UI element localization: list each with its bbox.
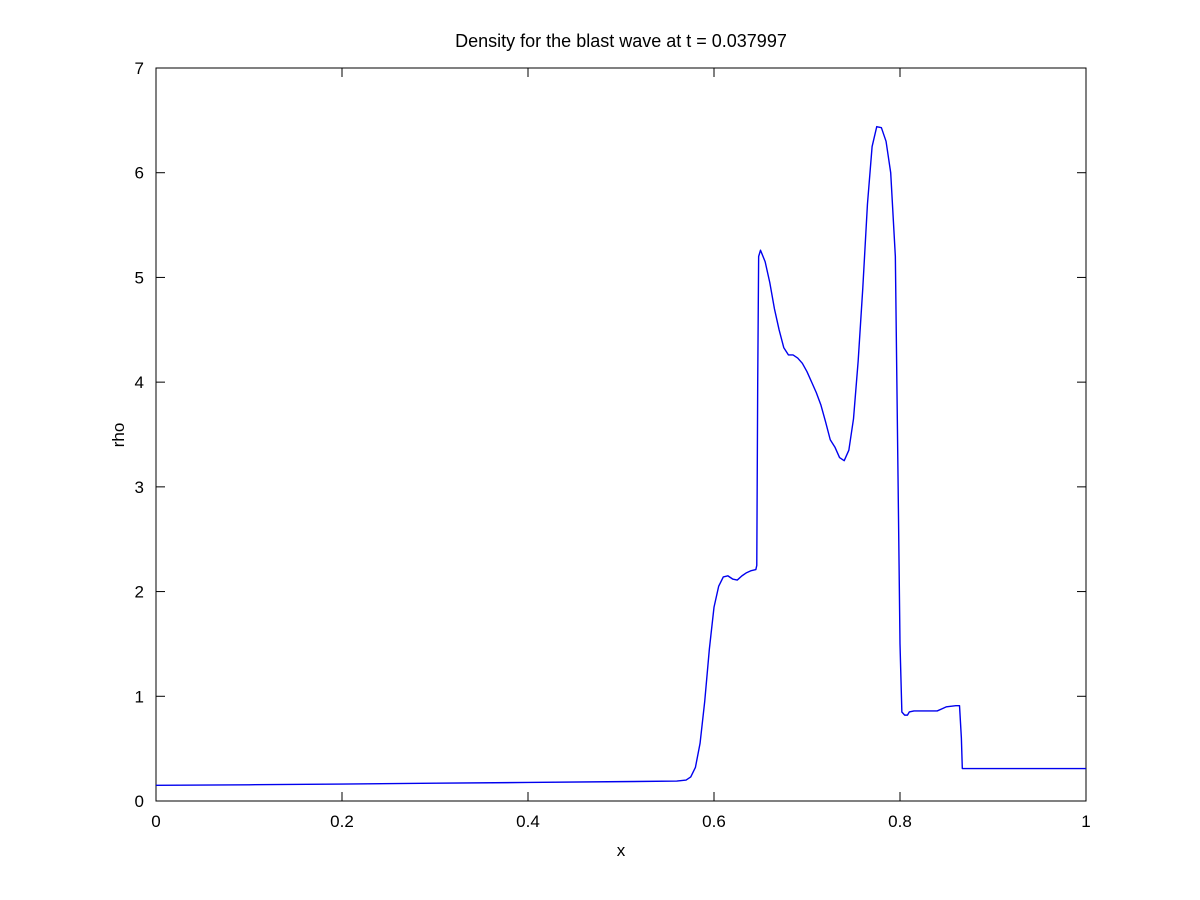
y-tick-label: 7 xyxy=(135,59,144,78)
y-axis: 0 1 2 3 4 5 6 7 xyxy=(135,59,1086,811)
x-axis-label: x xyxy=(617,841,626,860)
y-tick-label: 6 xyxy=(135,164,144,183)
x-tick-label: 0.8 xyxy=(888,812,912,831)
y-tick-label: 1 xyxy=(135,687,144,706)
plot-frame xyxy=(155,67,1087,802)
y-tick-label: 2 xyxy=(135,583,144,602)
y-tick-label: 4 xyxy=(135,373,144,392)
x-tick-label: 0.2 xyxy=(330,812,354,831)
x-tick-label: 0 xyxy=(151,812,160,831)
y-tick-label: 5 xyxy=(135,268,144,287)
y-tick-label: 3 xyxy=(135,478,144,497)
y-tick-label: 0 xyxy=(135,792,144,811)
x-tick-label: 1 xyxy=(1081,812,1090,831)
density-line xyxy=(155,125,1086,786)
chart-title: Density for the blast wave at t = 0.0379… xyxy=(455,31,787,51)
y-axis-label: rho xyxy=(109,423,128,448)
x-axis: 0 0.2 0.4 0.6 0.8 1 xyxy=(151,68,1091,831)
x-tick-label: 0.4 xyxy=(516,812,540,831)
x-tick-label: 0.6 xyxy=(702,812,726,831)
